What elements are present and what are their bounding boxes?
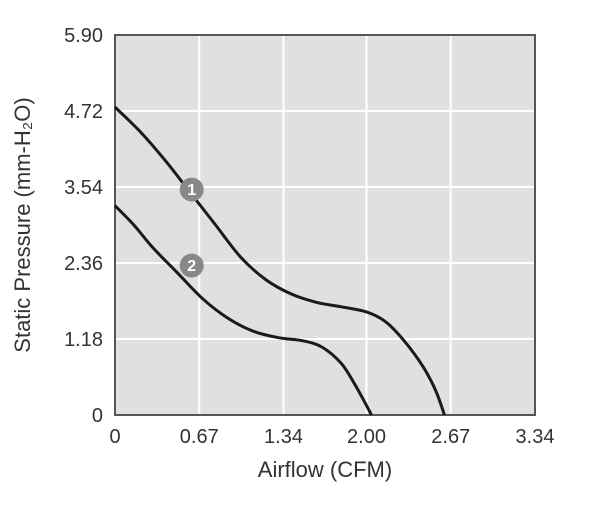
y-tick-label: 2.36 [64, 253, 103, 275]
x-tick-label: 0.67 [180, 426, 219, 448]
x-tick-label: 0 [109, 426, 120, 448]
y-tick-label: 0 [92, 405, 103, 427]
y-tick-label: 1.18 [64, 329, 103, 351]
series-marker-label-1: 1 [187, 182, 196, 199]
x-axis-label: Airflow (CFM) [258, 457, 392, 482]
x-tick-label: 2.67 [431, 426, 470, 448]
y-tick-label: 5.90 [64, 25, 103, 47]
x-tick-label: 2.00 [347, 426, 386, 448]
y-tick-label: 3.54 [64, 177, 103, 199]
fan-curve-chart: 1 2 0 0.67 1.34 2.00 2.67 3.34 0 1.18 2.36 3.54 4.72… [0, 0, 593, 511]
x-tick-label: 3.34 [516, 426, 555, 448]
y-tick-label: 4.72 [64, 101, 103, 123]
y-axis-label: Static Pressure (mm-H₂O) [10, 97, 35, 352]
plot-background [115, 35, 535, 415]
series-marker-label-2: 2 [187, 258, 196, 275]
chart-svg: 1 2 0 0.67 1.34 2.00 2.67 3.34 0 1.18 2.36 3.54 4.72… [0, 0, 593, 511]
x-tick-label: 1.34 [264, 426, 303, 448]
